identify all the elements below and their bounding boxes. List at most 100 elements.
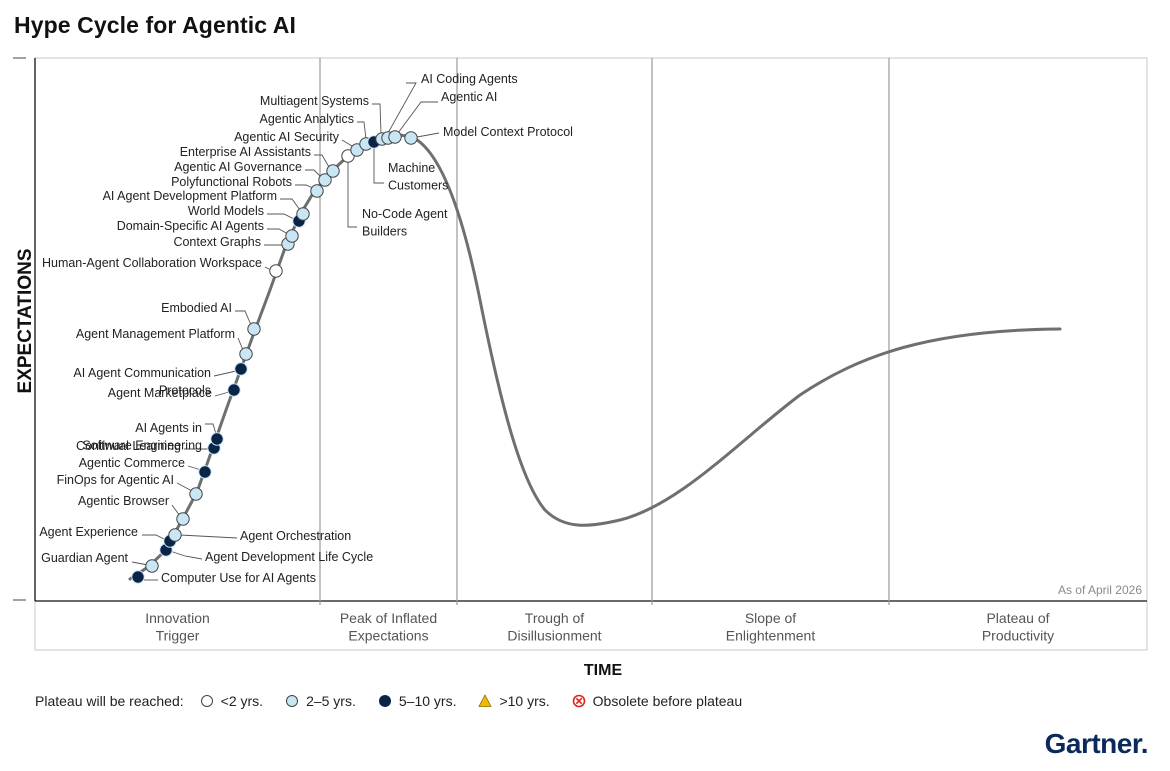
label-ai-agent-development-platform: AI Agent Development Platform xyxy=(103,189,277,203)
label-guardian-agent: Guardian Agent xyxy=(41,551,128,565)
label-agent-management-platform: Agent Management Platform xyxy=(76,327,235,341)
marker-agentic-browser xyxy=(176,512,190,526)
label-ai-coding-agents: AI Coding Agents xyxy=(421,72,518,86)
marker-ai-agent-communication-protocols xyxy=(234,362,248,376)
phase-label: Slope of xyxy=(745,610,796,626)
circle-navy-icon xyxy=(378,694,392,708)
phase-label: Expectations xyxy=(348,628,428,644)
phase-label: Disillusionment xyxy=(507,628,601,644)
label-machine-customers: Customers xyxy=(388,179,448,193)
label-machine-customers: Machine xyxy=(388,161,435,175)
label-embodied-ai: Embodied AI xyxy=(161,301,232,315)
label-agent-orchestration: Agent Orchestration xyxy=(240,529,351,543)
phase-label: Peak of Inflated xyxy=(340,610,437,626)
phase-labels: Innovation Trigger Peak of Inflated Expecta… xyxy=(145,610,1054,644)
label-model-context-protocol: Model Context Protocol xyxy=(443,125,573,139)
logo-dot: . xyxy=(1140,728,1149,759)
leader-line-agentic-analytics xyxy=(357,121,367,140)
x-axis-title: TIME xyxy=(584,662,623,679)
leader-line-agent-management-platform xyxy=(237,337,244,351)
gartner-logo: Gartner. xyxy=(1044,728,1149,760)
legend: Plateau will be reached: <2 yrs. 2–5 yrs… xyxy=(35,689,764,713)
leader-line-agentic-ai-governance xyxy=(305,169,322,178)
leader-line-agent-experience xyxy=(142,534,167,541)
legend-item-lt2: <2 yrs. xyxy=(200,693,263,709)
marker-polyfunctional-robots xyxy=(310,184,324,198)
marker-agent-marketplace xyxy=(227,383,241,397)
circle-white-icon xyxy=(200,694,214,708)
leader-line-guardian-agent xyxy=(131,561,149,566)
label-agent-experience: Agent Experience xyxy=(39,525,138,539)
leader-line-enterprise-ai-assistants xyxy=(314,154,330,168)
circle-x-red-icon xyxy=(572,694,586,708)
leader-line-ai-agent-development-platform xyxy=(280,198,301,211)
marker-ai-agents-in-software-engineering xyxy=(210,432,224,446)
leader-line-agentic-commerce xyxy=(187,465,202,471)
leader-line-world-models xyxy=(267,213,295,220)
legend-item-obsolete: Obsolete before plateau xyxy=(572,693,742,709)
marker-agent-management-platform xyxy=(239,347,253,361)
leader-line-no-code-agent-builders xyxy=(347,161,357,228)
leader-line-agent-orchestration xyxy=(179,534,238,539)
marker-agentic-ai-governance xyxy=(318,173,332,187)
phase-label: Trough of xyxy=(525,610,585,626)
marker-ai-agent-development-platform xyxy=(296,207,310,221)
legend-item-5to10: 5–10 yrs. xyxy=(378,693,457,709)
leader-line-polyfunctional-robots xyxy=(295,184,314,189)
phase-label: Innovation xyxy=(145,610,210,626)
leader-line-model-context-protocol xyxy=(416,132,440,138)
leader-line-ai-coding-agents xyxy=(387,82,417,134)
leader-line-machine-customers xyxy=(373,147,384,184)
label-computer-use-for-ai-agents: Computer Use for AI Agents xyxy=(161,571,316,585)
chart-title: Hype Cycle for Agentic AI xyxy=(14,12,296,38)
leader-line-multiagent-systems xyxy=(372,103,382,135)
leader-line-domain-specific-ai-agents xyxy=(267,228,289,235)
label-multiagent-systems: Multiagent Systems xyxy=(260,94,369,108)
technology-markers xyxy=(131,130,418,584)
marker-agentic-commerce xyxy=(198,465,212,479)
legend-item-label: 5–10 yrs. xyxy=(398,693,457,709)
leader-line-finops-for-agentic-ai xyxy=(176,482,193,492)
leader-line-agentic-ai-security xyxy=(341,139,353,147)
label-agentic-ai-governance: Agentic AI Governance xyxy=(174,160,302,174)
phase-dividers xyxy=(319,58,890,605)
label-agentic-commerce: Agentic Commerce xyxy=(79,456,185,470)
legend-item-label: Obsolete before plateau xyxy=(592,693,743,709)
leader-line-ai-agents-in-software-engineering xyxy=(205,423,217,435)
label-ai-agents-in-software-engineering: Software Engineering xyxy=(82,439,202,453)
y-axis-title: EXPECTATIONS xyxy=(15,249,36,394)
leader-line-agent-marketplace xyxy=(214,391,230,397)
marker-human-agent-collaboration-workspace xyxy=(269,264,283,278)
label-ai-agents-in-software-engineering: AI Agents in xyxy=(135,421,202,435)
leader-line-agent-development-life-cycle xyxy=(169,550,203,560)
as-of-annotation: As of April 2026 xyxy=(1058,583,1142,597)
marker-finops-for-agentic-ai xyxy=(189,487,203,501)
technology-labels: Computer Use for AI Agents Guardian Agent… xyxy=(39,72,573,585)
phase-label: Trigger xyxy=(156,628,200,644)
marker-model-context-protocol xyxy=(404,131,418,145)
triangle-yellow-icon xyxy=(478,694,493,708)
marker-computer-use-for-ai-agents xyxy=(131,570,145,584)
label-domain-specific-ai-agents: Domain-Specific AI Agents xyxy=(117,219,264,233)
label-agentic-analytics: Agentic Analytics xyxy=(260,112,355,126)
legend-item-2to5: 2–5 yrs. xyxy=(285,693,356,709)
label-no-code-agent-builders: Builders xyxy=(362,225,407,239)
leader-line-embodied-ai xyxy=(235,310,252,326)
label-context-graphs: Context Graphs xyxy=(173,235,261,249)
legend-item-label: >10 yrs. xyxy=(499,693,550,709)
marker-guardian-agent xyxy=(145,559,159,573)
label-enterprise-ai-assistants: Enterprise AI Assistants xyxy=(180,145,311,159)
phase-label: Productivity xyxy=(982,628,1054,644)
marker-enterprise-ai-assistants xyxy=(326,164,340,178)
label-polyfunctional-robots: Polyfunctional Robots xyxy=(171,175,292,189)
legend-label: Plateau will be reached: xyxy=(35,693,184,709)
logo-text: Gartner xyxy=(1044,728,1142,759)
marker-agentic-ai xyxy=(388,130,402,144)
marker-agent-orchestration xyxy=(168,528,182,542)
legend-item-label: 2–5 yrs. xyxy=(306,693,356,709)
label-finops-for-agentic-ai: FinOps for Agentic AI xyxy=(57,473,174,487)
leader-line-ai-agent-communication-protocols xyxy=(213,370,237,377)
leader-lines xyxy=(131,82,440,581)
label-agentic-ai-security: Agentic AI Security xyxy=(234,130,340,144)
